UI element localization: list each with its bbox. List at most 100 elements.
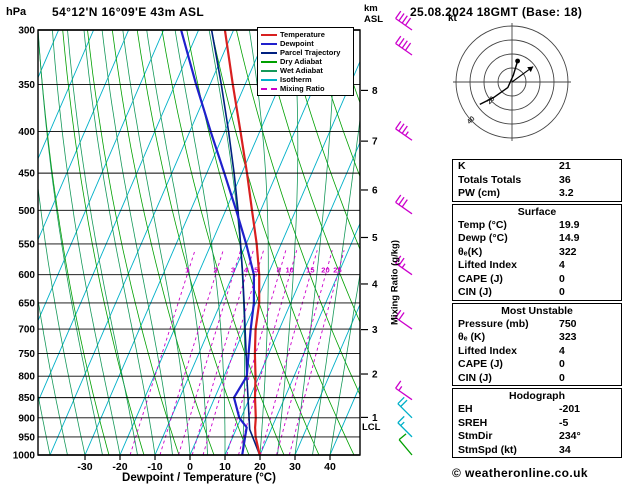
row-value: 0 — [559, 358, 565, 370]
legend-line-sample — [261, 69, 277, 72]
table-row: K 21 — [453, 160, 621, 174]
table-row: CIN (J) 0 — [453, 286, 621, 300]
table-row: CAPE (J) 0 — [453, 358, 621, 372]
svg-text:4: 4 — [372, 279, 378, 290]
row-label: CAPE (J) — [458, 358, 503, 370]
svg-text:600: 600 — [18, 270, 35, 281]
svg-text:10: 10 — [286, 266, 294, 275]
svg-text:30: 30 — [289, 461, 301, 473]
svg-text:20: 20 — [321, 266, 329, 275]
row-value: 322 — [559, 245, 577, 258]
table-row: θₑ(K) 322 — [453, 246, 621, 260]
row-value: -5 — [559, 416, 569, 429]
svg-text:0: 0 — [187, 461, 193, 473]
svg-text:-10: -10 — [147, 461, 162, 473]
row-value: 4 — [559, 344, 565, 357]
table-row: PW (cm) 3.2 — [453, 187, 621, 201]
svg-text:3: 3 — [231, 266, 235, 275]
svg-text:750: 750 — [18, 349, 35, 360]
row-value: 21 — [559, 160, 571, 172]
row-label: Temp (°C) — [458, 218, 507, 231]
lcl-label: LCL — [362, 422, 381, 433]
svg-text:40: 40 — [466, 115, 477, 126]
svg-text:550: 550 — [18, 239, 35, 250]
table-row: CAPE (J) 0 — [453, 273, 621, 287]
table-row: CIN (J) 0 — [453, 372, 621, 386]
hodograph-unit-label: kt — [448, 13, 457, 24]
legend-item-label: Wet Adiabat — [280, 66, 323, 75]
svg-text:8: 8 — [372, 86, 378, 97]
row-label: CAPE (J) — [458, 272, 503, 285]
svg-text:1: 1 — [185, 266, 189, 275]
legend-line-sample — [261, 78, 277, 81]
legend-item-label: Mixing Ratio — [280, 84, 325, 93]
skewt-diagram: 1 2 3 4 5 8 10 15 20 2530035040045050055060065070… — [13, 10, 413, 473]
row-label: SREH — [458, 416, 488, 429]
row-label: Lifted Index — [458, 344, 517, 357]
table-row: SREH -5 — [453, 417, 621, 431]
row-label: θₑ (K) — [458, 331, 486, 343]
pressure-unit-label: hPa — [6, 6, 27, 18]
table-title: Most Unstable — [501, 304, 573, 317]
table-row: θₑ (K) 323 — [453, 331, 621, 345]
svg-text:7: 7 — [372, 137, 378, 148]
svg-text:40: 40 — [324, 461, 336, 473]
svg-text:-30: -30 — [77, 461, 92, 473]
legend-line-sample — [261, 60, 277, 63]
copyright: © weatheronline.co.uk — [452, 466, 588, 480]
svg-text:650: 650 — [18, 298, 35, 309]
row-value: 36 — [559, 173, 571, 186]
row-label: PW (cm) — [458, 187, 500, 199]
row-value: 750 — [559, 317, 577, 330]
svg-text:350: 350 — [18, 80, 35, 91]
table-row: Lifted Index 4 — [453, 345, 621, 359]
svg-text:-20: -20 — [112, 461, 127, 473]
svg-text:3: 3 — [372, 325, 378, 336]
station-title: 54°12'N 16°09'E 43m ASL — [52, 5, 205, 19]
svg-text:1000: 1000 — [13, 451, 36, 462]
altitude-unit-label: km ASL — [364, 3, 383, 25]
svg-text:700: 700 — [18, 325, 35, 336]
legend-item: Dewpoint — [261, 39, 350, 48]
legend: Temperature Dewpoint Parcel Trajectory Dry … — [257, 27, 354, 96]
legend-item-label: Temperature — [280, 30, 325, 39]
row-value: -201 — [559, 403, 581, 415]
svg-text:2: 2 — [372, 370, 378, 381]
legend-item: Isotherm — [261, 75, 350, 84]
row-label: CIN (J) — [458, 286, 492, 298]
svg-text:450: 450 — [18, 169, 35, 180]
row-label: K — [458, 160, 466, 172]
row-label: Pressure (mb) — [458, 317, 529, 330]
table-row: StmDir 234° — [453, 430, 621, 444]
table-row: EH -201 — [453, 403, 621, 417]
table-title: Surface — [517, 205, 557, 218]
mixing-ratio-axis-label: Mixing Ratio (g/kg) — [389, 240, 401, 325]
svg-text:15: 15 — [306, 266, 314, 275]
row-value: 4 — [559, 259, 565, 271]
svg-text:5: 5 — [372, 233, 378, 244]
svg-text:4: 4 — [244, 266, 249, 275]
table-row: Dewp (°C) 14.9 — [453, 232, 621, 246]
most-unstable-table: Most Unstable Pressure (mb) 750 θₑ (K) 323 Li… — [452, 302, 622, 386]
svg-text:10: 10 — [219, 461, 231, 473]
svg-text:500: 500 — [18, 206, 35, 217]
svg-text:800: 800 — [18, 372, 35, 383]
row-value: 14.9 — [559, 232, 580, 244]
row-label: Dewp (°C) — [458, 232, 508, 244]
row-label: Totals Totals — [458, 173, 522, 186]
row-value: 0 — [559, 286, 565, 298]
row-label: StmDir — [458, 430, 493, 442]
legend-item-label: Parcel Trajectory — [280, 48, 341, 57]
svg-text:950: 950 — [18, 432, 35, 443]
row-label: CIN (J) — [458, 371, 492, 384]
table-row: StmSpd (kt) 34 — [453, 444, 621, 458]
svg-text:6: 6 — [372, 185, 378, 196]
legend-line-sample — [261, 42, 277, 45]
row-label: Lifted Index — [458, 259, 517, 271]
data-tables: K 21 Totals Totals 36 PW (cm) 3.2 Surface Temp… — [452, 159, 622, 460]
svg-text:2: 2 — [213, 266, 217, 275]
legend-item-label: Isotherm — [280, 75, 312, 84]
svg-text:900: 900 — [18, 413, 35, 424]
